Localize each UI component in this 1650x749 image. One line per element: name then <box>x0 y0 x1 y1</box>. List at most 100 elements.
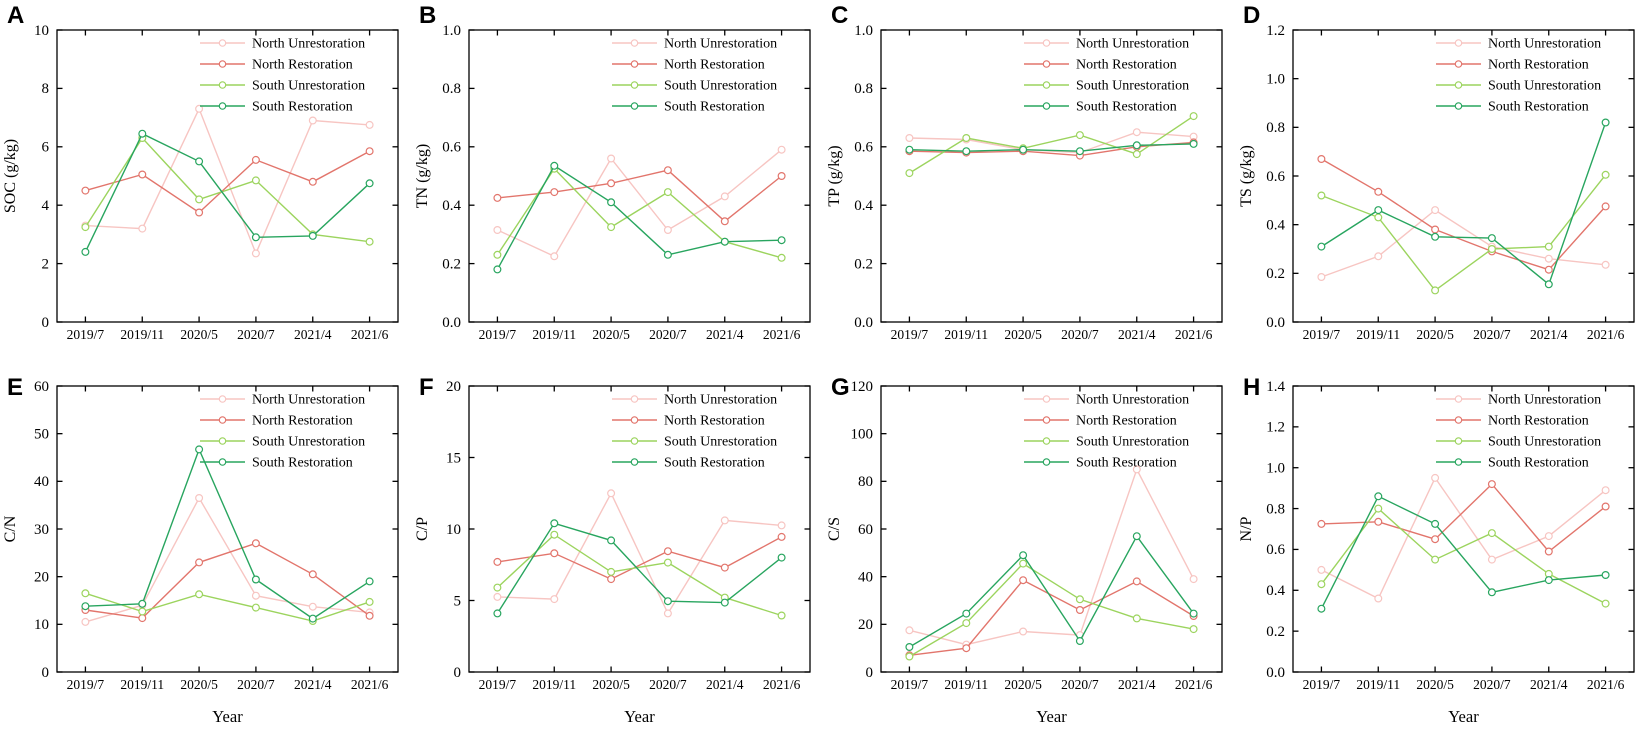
panel-e: E 0 10 20 30 40 50 60 2019/7 2019/11 2020/5 2020/7… <box>0 372 412 749</box>
legend-label: South Unrestoration <box>1076 79 1189 94</box>
svg-text:0.0: 0.0 <box>854 315 873 331</box>
axis-D: 0.0 0.2 0.4 0.6 0.8 1.0 1.2 2019/7 2019/11 2020/5… <box>1238 23 1635 342</box>
svg-text:2020/7: 2020/7 <box>237 677 275 692</box>
svg-text:10: 10 <box>446 522 461 538</box>
panel-letter-h: H <box>1243 374 1261 401</box>
svg-text:2021/4: 2021/4 <box>1530 327 1568 342</box>
svg-text:2021/6: 2021/6 <box>763 327 801 342</box>
legend: North Unrestoration North Restoration Sout… <box>612 393 777 471</box>
legend-label: South Unrestoration <box>252 79 365 94</box>
legend-label: North Unrestoration <box>252 393 365 408</box>
panel-f: F 0 5 10 15 20 2019/7 2019/11 2020/5 2020/7 2021/… <box>412 372 824 749</box>
svg-text:1.0: 1.0 <box>1266 461 1285 477</box>
svg-text:2020/5: 2020/5 <box>1416 677 1454 692</box>
legend-label: South Restoration <box>1488 100 1589 115</box>
svg-text:2019/7: 2019/7 <box>1303 677 1341 692</box>
svg-text:0.8: 0.8 <box>442 81 461 97</box>
svg-text:2021/6: 2021/6 <box>351 677 389 692</box>
svg-text:0.6: 0.6 <box>1266 542 1285 558</box>
series-south-restoration <box>81 129 374 256</box>
svg-text:2020/5: 2020/5 <box>1004 327 1042 342</box>
panel-letter-g: G <box>831 374 850 401</box>
series-north-restoration <box>81 147 374 217</box>
svg-text:5: 5 <box>454 593 462 609</box>
legend-label: South Restoration <box>252 100 353 115</box>
legend: North Unrestoration North Restoration Sout… <box>1024 37 1189 115</box>
legend-label: North Unrestoration <box>664 393 777 408</box>
svg-text:2019/11: 2019/11 <box>1356 677 1400 692</box>
series-north-unrestoration <box>493 489 786 618</box>
axis-A: 0 2 4 6 8 10 2019/7 2019/11 2020/5 2020/7 2021/4 20… <box>2 23 399 342</box>
series-north-restoration <box>493 166 786 226</box>
svg-text:2019/11: 2019/11 <box>120 677 164 692</box>
svg-text:2021/4: 2021/4 <box>294 677 332 692</box>
legend-label: South Restoration <box>664 456 765 471</box>
series-south-restoration <box>81 445 374 623</box>
svg-text:2020/7: 2020/7 <box>1061 327 1099 342</box>
series-south-unrestoration <box>493 164 786 262</box>
legend: North Unrestoration North Restoration Sout… <box>1436 393 1601 471</box>
series-south-restoration <box>905 139 1198 156</box>
svg-text:2021/6: 2021/6 <box>351 327 389 342</box>
series-north-unrestoration <box>493 145 786 261</box>
svg-text:2019/11: 2019/11 <box>532 677 576 692</box>
series-north-restoration <box>1317 155 1610 274</box>
legend-label: North Restoration <box>1488 414 1589 429</box>
legend-label: North Restoration <box>252 58 353 73</box>
legend: North Unrestoration North Restoration Sout… <box>1024 393 1189 471</box>
svg-text:2021/6: 2021/6 <box>1587 327 1625 342</box>
svg-text:1.2: 1.2 <box>1266 23 1285 39</box>
series-north-unrestoration <box>1317 473 1610 603</box>
legend-label: South Unrestoration <box>1076 435 1189 450</box>
chart-tn: 0.0 0.2 0.4 0.6 0.8 1.0 2019/7 2019/11 2020/5 202… <box>414 23 811 342</box>
chart-soc: 0 2 4 6 8 10 2019/7 2019/11 2020/5 2020/7 2021/4 20… <box>2 23 399 342</box>
svg-text:100: 100 <box>851 426 874 442</box>
svg-text:2021/6: 2021/6 <box>1175 677 1213 692</box>
axis-B: 0.0 0.2 0.4 0.6 0.8 1.0 2019/7 2019/11 2020/5 202… <box>414 23 811 342</box>
legend-label: South Restoration <box>664 100 765 115</box>
svg-text:2019/7: 2019/7 <box>891 677 929 692</box>
svg-text:0.8: 0.8 <box>1266 501 1285 517</box>
svg-text:2021/4: 2021/4 <box>1118 677 1156 692</box>
svg-text:0.2: 0.2 <box>854 256 873 272</box>
svg-text:2020/5: 2020/5 <box>180 327 218 342</box>
legend: North Unrestoration North Restoration Sout… <box>200 37 365 115</box>
series-south-unrestoration <box>1317 170 1610 295</box>
panel-h: H 0.0 0.2 0.4 0.6 0.8 1.0 1.2 1.4 2019/7 2019/11 2… <box>1236 372 1648 749</box>
x-axis-label: Year <box>1448 707 1479 726</box>
legend-label: North Unrestoration <box>1488 37 1601 52</box>
y-axis-label: TS (g/kg) <box>1238 145 1255 207</box>
legend-label: North Restoration <box>1076 58 1177 73</box>
svg-text:8: 8 <box>42 81 50 97</box>
svg-text:2020/5: 2020/5 <box>1004 677 1042 692</box>
svg-text:40: 40 <box>34 474 49 490</box>
svg-text:2019/7: 2019/7 <box>67 677 105 692</box>
legend-label: North Restoration <box>1076 414 1177 429</box>
legend-label: North Unrestoration <box>1076 37 1189 52</box>
svg-text:2021/4: 2021/4 <box>294 327 332 342</box>
series-north-unrestoration <box>905 465 1198 649</box>
svg-text:2019/11: 2019/11 <box>944 327 988 342</box>
x-axis-label: Year <box>1036 707 1067 726</box>
legend-label: South Unrestoration <box>664 79 777 94</box>
svg-text:0: 0 <box>454 665 462 681</box>
axis-C: 0.0 0.2 0.4 0.6 0.8 1.0 2019/7 2019/11 2020/5 202… <box>826 23 1223 342</box>
legend-label: North Unrestoration <box>252 37 365 52</box>
svg-text:2019/7: 2019/7 <box>479 677 517 692</box>
panel-g: G 0 20 40 60 80 100 120 2019/7 2019/11 2020/5 2020… <box>824 372 1236 749</box>
y-axis-label: C/P <box>414 517 431 541</box>
svg-text:2021/4: 2021/4 <box>1118 327 1156 342</box>
series-south-restoration <box>1317 118 1610 289</box>
svg-text:0.4: 0.4 <box>1266 583 1285 599</box>
axis-F: 0 5 10 15 20 2019/7 2019/11 2020/5 2020/7 2021/4 2… <box>414 379 811 726</box>
svg-text:2021/4: 2021/4 <box>1530 677 1568 692</box>
legend-label: South Restoration <box>1076 100 1177 115</box>
svg-text:2020/5: 2020/5 <box>592 677 630 692</box>
panel-letter-d: D <box>1243 2 1261 29</box>
svg-text:0.2: 0.2 <box>1266 266 1285 282</box>
svg-text:0: 0 <box>42 665 50 681</box>
svg-text:0.2: 0.2 <box>1266 624 1285 640</box>
axis-G: 0 20 40 60 80 100 120 2019/7 2019/11 2020/5 2020/7… <box>826 379 1223 726</box>
y-axis-label: N/P <box>1238 516 1255 541</box>
